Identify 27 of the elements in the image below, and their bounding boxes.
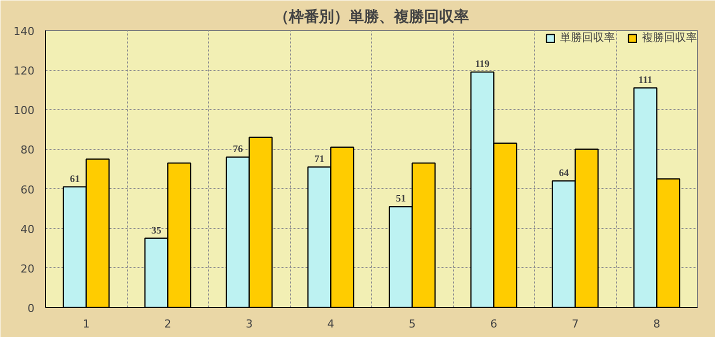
x-tick-label: 1 <box>82 318 90 330</box>
chart-title: （枠番別）単勝、複勝回収率 <box>274 8 469 26</box>
y-tick-label: 120 <box>14 64 35 78</box>
data-label: 71 <box>314 154 324 166</box>
data-label: 119 <box>475 59 490 70</box>
x-tick-label: 7 <box>572 318 579 330</box>
data-label: 76 <box>232 144 243 156</box>
y-tick-label: 20 <box>20 262 35 276</box>
y-tick-label: 100 <box>14 104 35 118</box>
legend-label: 単勝回収率 <box>560 30 615 45</box>
y-tick-label: 80 <box>20 144 35 157</box>
x-tick-label: 3 <box>246 318 253 330</box>
x-tick-label: 2 <box>164 318 172 330</box>
y-tick-label: 40 <box>20 222 35 236</box>
x-tick-label: 5 <box>408 318 416 330</box>
data-label: 111 <box>638 74 652 86</box>
x-tick-label: 6 <box>490 318 498 330</box>
data-label: 51 <box>396 194 406 205</box>
y-tick-label: 60 <box>20 183 35 196</box>
data-label: 35 <box>151 225 162 236</box>
data-label: 61 <box>70 174 80 185</box>
legend-label: 複勝回収率 <box>642 30 697 45</box>
x-tick-label: 8 <box>653 318 660 330</box>
data-label: 64 <box>558 168 569 179</box>
x-tick-label: 4 <box>327 318 334 330</box>
y-tick-label: 140 <box>14 25 35 38</box>
y-tick-label: 0 <box>28 302 34 315</box>
